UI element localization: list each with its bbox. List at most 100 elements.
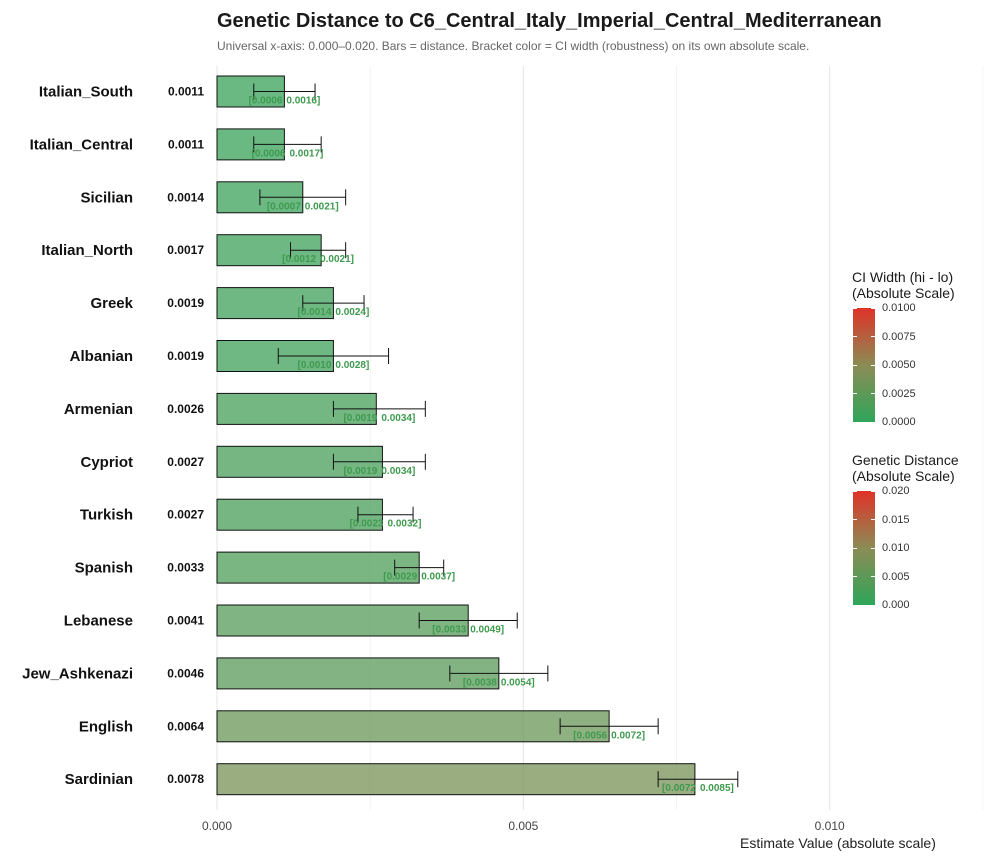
legend-tick-mark — [871, 365, 875, 366]
value-label: 0.0041 — [167, 614, 204, 628]
ci-high-label: 0.0032] — [387, 519, 421, 530]
bar — [217, 764, 695, 795]
legend-tick-mark — [871, 491, 875, 492]
ci-low-label: [0.0007 — [267, 201, 301, 212]
legend-distance-title-line-1: Genetic Distance — [852, 452, 959, 468]
x-tick-label: 0.010 — [815, 819, 845, 833]
legend-tick-mark — [871, 519, 875, 520]
legend-tick-label: 0.0100 — [882, 302, 916, 314]
legend-tick-label: 0.010 — [882, 542, 910, 554]
ci-high-label: 0.0049] — [470, 625, 504, 636]
ci-high-label: 0.0024] — [335, 307, 369, 318]
value-label: 0.0033 — [167, 561, 204, 575]
bars — [217, 76, 695, 795]
legend-tick-label: 0.020 — [882, 485, 910, 497]
legend-tick-mark — [871, 576, 875, 577]
category-label: Italian_South — [39, 84, 133, 101]
legend-ci-title: CI Width (hi - lo) (Absolute Scale) — [852, 269, 955, 301]
x-axis-label: Estimate Value (absolute scale) — [740, 835, 936, 851]
category-label: Italian_Central — [30, 136, 133, 153]
ci-low-label: [0.0019 — [343, 413, 377, 424]
category-label: Turkish — [80, 507, 133, 524]
value-label: 0.0019 — [167, 296, 204, 310]
category-label: Jew_Ashkenazi — [22, 665, 133, 682]
legend-tick-mark — [871, 393, 875, 394]
category-label: Armenian — [64, 401, 133, 418]
legend-tick-mark — [871, 422, 875, 423]
legend-ci-title-line-1: CI Width (hi - lo) — [852, 269, 955, 285]
ci-low-label: [0.0014 — [297, 307, 331, 318]
value-label: 0.0011 — [168, 137, 204, 151]
category-label: Spanish — [75, 560, 133, 577]
value-label: 0.0019 — [167, 349, 204, 363]
ci-low-label: [0.0006 — [252, 148, 286, 159]
ci-high-label: 0.0021] — [305, 201, 339, 212]
value-label: 0.0026 — [167, 402, 204, 416]
ci-high-label: 0.0017] — [289, 148, 323, 159]
legend-tick-mark — [853, 422, 857, 423]
legend-tick-mark — [853, 576, 857, 577]
legend-ci-title-line-2: (Absolute Scale) — [852, 285, 955, 301]
ci-low-label: [0.0029 — [383, 572, 417, 583]
legend-tick-label: 0.015 — [882, 514, 910, 526]
value-label: 0.0017 — [167, 243, 204, 257]
category-label: Greek — [90, 295, 133, 312]
legend-tick-label: 0.0075 — [882, 331, 916, 343]
legend-distance-title: Genetic Distance (Absolute Scale) — [852, 452, 959, 484]
value-label: 0.0027 — [167, 455, 204, 469]
x-tick-label: 0.000 — [202, 819, 232, 833]
x-tick-label: 0.005 — [508, 819, 538, 833]
value-label: 0.0046 — [167, 666, 204, 680]
value-label: 0.0078 — [167, 772, 204, 786]
legend-tick-mark — [871, 605, 875, 606]
value-label: 0.0027 — [167, 508, 204, 522]
legend-tick-label: 0.000 — [882, 599, 910, 611]
ci-low-label: [0.0006 — [248, 96, 282, 107]
ci-low-label: [0.0056 — [573, 730, 607, 741]
legend-tick-mark — [853, 308, 857, 309]
ci-high-label: 0.0037] — [421, 572, 455, 583]
category-label: Albanian — [70, 348, 133, 365]
ci-high-label: 0.0034] — [381, 466, 415, 477]
x-axis: 0.0000.0050.0100.0150.020Estimate Value … — [202, 819, 1005, 851]
legend-tick-label: 0.005 — [882, 571, 910, 583]
category-label: Sardinian — [65, 771, 133, 788]
ci-low-label: [0.0038 — [463, 677, 497, 688]
ci-low-label: [0.0010 — [297, 360, 331, 371]
ci-low-label: [0.0023 — [350, 519, 384, 530]
ci-high-label: 0.0034] — [381, 413, 415, 424]
grid-lines — [217, 66, 1005, 810]
ci-high-label: 0.0021] — [320, 254, 354, 265]
ci-high-label: 0.0016] — [286, 96, 320, 107]
legend-tick-label: 0.0025 — [882, 388, 916, 400]
legend-tick-label: 0.0000 — [882, 416, 916, 428]
bar — [217, 711, 609, 742]
ci-high-label: 0.0085] — [700, 783, 734, 794]
legend-tick-mark — [871, 308, 875, 309]
category-label: Sicilian — [80, 189, 133, 206]
ci-high-label: 0.0054] — [501, 677, 535, 688]
ci-high-label: 0.0072] — [611, 730, 645, 741]
ci-low-label: [0.0072 — [662, 783, 696, 794]
legend-distance-title-line-2: (Absolute Scale) — [852, 468, 959, 484]
legend-tick-mark — [853, 491, 857, 492]
category-label: Lebanese — [64, 613, 133, 630]
legend-tick-mark — [853, 519, 857, 520]
value-label: 0.0064 — [167, 719, 204, 733]
legend-tick-mark — [871, 548, 875, 549]
legend-tick-mark — [853, 336, 857, 337]
ci-low-label: [0.0019 — [343, 466, 377, 477]
legend-tick-mark — [853, 548, 857, 549]
legend-tick-mark — [853, 365, 857, 366]
category-label: English — [79, 718, 133, 735]
category-label: Cypriot — [81, 454, 134, 471]
legend-tick-mark — [853, 393, 857, 394]
value-label: 0.0011 — [168, 85, 204, 99]
ci-high-label: 0.0028] — [335, 360, 369, 371]
legend-tick-label: 0.0050 — [882, 359, 916, 371]
category-label: Italian_North — [41, 242, 133, 259]
ci-low-label: [0.0033 — [432, 625, 466, 636]
legend-tick-mark — [871, 336, 875, 337]
legend-tick-mark — [853, 605, 857, 606]
